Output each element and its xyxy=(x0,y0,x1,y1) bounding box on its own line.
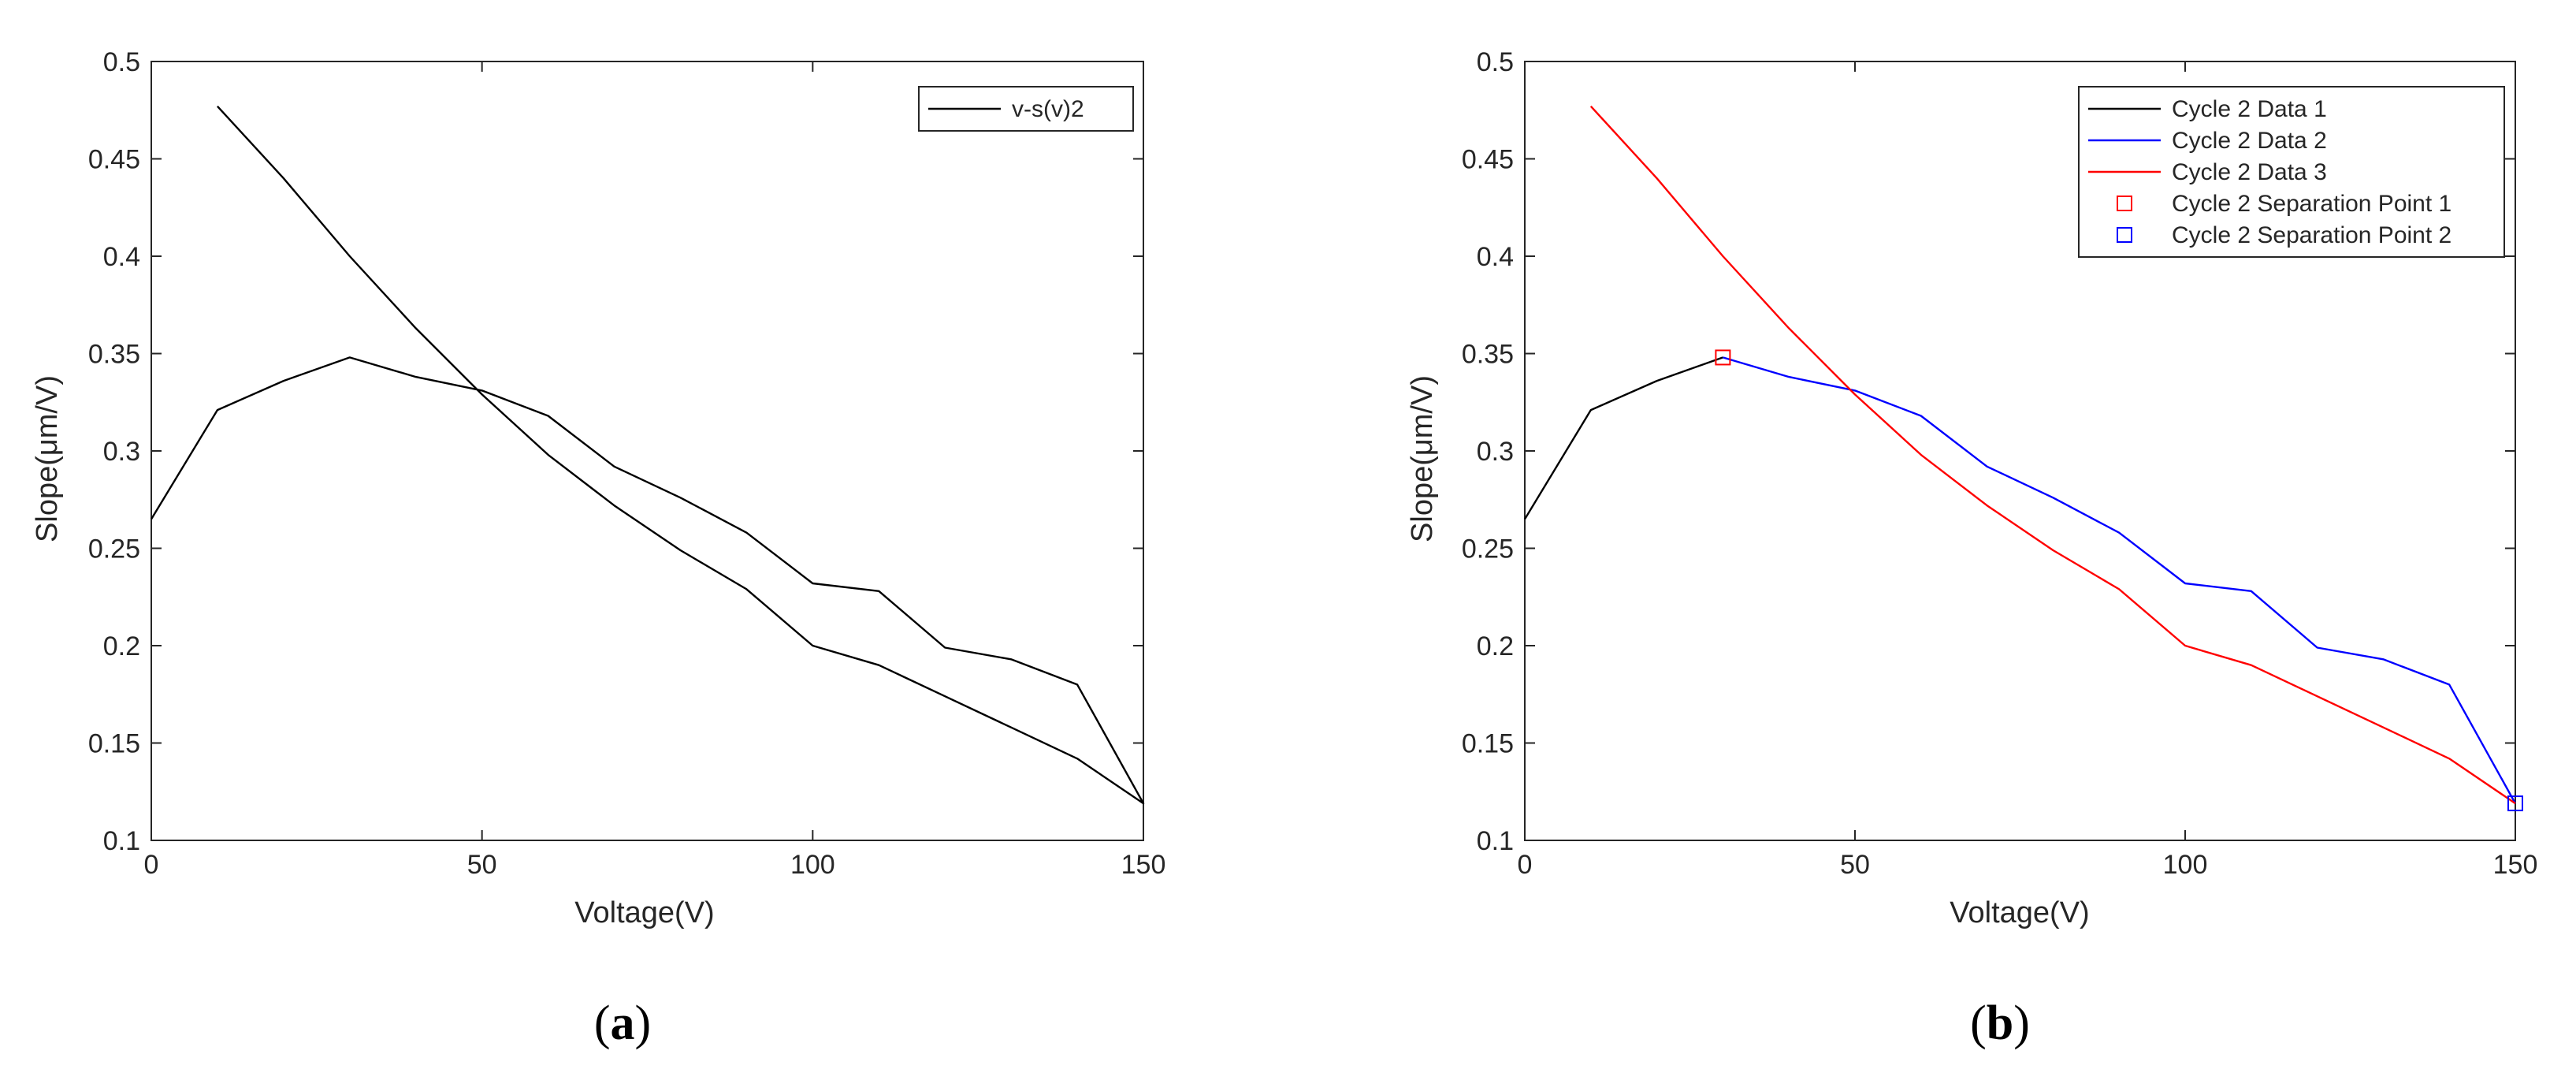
legend-label: v-s(v)2 xyxy=(1012,96,1084,122)
legend: v-s(v)2 xyxy=(918,86,1134,132)
plot-frame xyxy=(151,61,1144,841)
series-line xyxy=(1523,356,1723,520)
legend-label: Cycle 2 Separation Point 1 xyxy=(2172,191,2451,217)
y-tick-label: 0.5 xyxy=(103,47,140,77)
y-tick-label: 0.3 xyxy=(103,437,140,467)
legend: Cycle 2 Data 1 Cycle 2 Data 2 Cycle 2 Data… xyxy=(2078,86,2505,258)
y-tick-label: 0.1 xyxy=(103,826,140,856)
panel-label-close: ) xyxy=(635,996,652,1050)
y-tick-label: 0.3 xyxy=(1477,437,1514,467)
series-line xyxy=(1589,105,2516,805)
panel-label-letter: b xyxy=(1987,996,2013,1050)
separation-point-marker xyxy=(1715,349,1731,366)
x-tick-label: 100 xyxy=(790,850,835,880)
y-tick-label: 0.25 xyxy=(88,534,140,564)
panel-label-letter: a xyxy=(611,996,635,1050)
y-tick-label: 0.35 xyxy=(1462,340,1514,370)
legend-label: Cycle 2 Data 1 xyxy=(2172,96,2327,122)
plot-area: 0 50 100 150 0.1 0.15 0.2 0.25 0.3 0.35 0.4 0.45 0.5 xyxy=(88,47,1166,880)
x-tick-label: 100 xyxy=(2163,850,2208,880)
panel-label-open: ( xyxy=(594,996,611,1050)
y-tick-label: 0.4 xyxy=(103,242,140,272)
x-tick-label: 150 xyxy=(2493,850,2538,880)
x-axis-label: Voltage(V) xyxy=(1950,896,2089,929)
series-line xyxy=(1723,356,2517,804)
legend-label: Cycle 2 Data 3 xyxy=(2172,159,2327,185)
y-tick-label: 0.35 xyxy=(88,340,140,370)
chart-panel-a: 0 50 100 150 0.1 0.15 0.2 0.25 0.3 0.35 0.4 0.45 0.5… xyxy=(31,47,1165,1050)
y-axis-label: Slope(μm/V) xyxy=(31,375,64,542)
y-tick-label: 0.2 xyxy=(103,631,140,661)
series-line xyxy=(150,105,1145,805)
chart-panel-b: 0 50 100 150 0.1 0.15 0.2 0.25 0.3 0.35 0.4 0.45 0.5… xyxy=(1406,47,2537,1050)
y-tick-label: 0.1 xyxy=(1477,826,1514,856)
y-tick-label: 0.2 xyxy=(1477,631,1514,661)
y-tick-label: 0.45 xyxy=(1462,145,1514,175)
x-tick-label: 0 xyxy=(1518,850,1533,880)
y-tick-label: 0.15 xyxy=(88,729,140,759)
y-tick-label: 0.45 xyxy=(88,145,140,175)
y-tick-label: 0.5 xyxy=(1477,47,1514,77)
y-tick-label: 0.25 xyxy=(1462,534,1514,564)
panel-label-open: ( xyxy=(1970,996,1987,1050)
y-axis-label: Slope(μm/V) xyxy=(1406,375,1439,542)
panel-label-close: ) xyxy=(2013,996,2030,1050)
legend-label: Cycle 2 Data 2 xyxy=(2172,128,2327,154)
x-tick-label: 50 xyxy=(467,850,497,880)
y-tick-label: 0.15 xyxy=(1462,729,1514,759)
x-tick-label: 0 xyxy=(144,850,159,880)
y-tick-label: 0.4 xyxy=(1477,242,1514,272)
legend-label: Cycle 2 Separation Point 2 xyxy=(2172,222,2451,248)
legend-marker xyxy=(2117,227,2132,243)
panel-label: (b) xyxy=(1970,996,2030,1050)
panel-label: (a) xyxy=(594,996,651,1050)
x-tick-label: 50 xyxy=(1840,850,1870,880)
legend-marker xyxy=(2117,196,2132,211)
x-tick-label: 150 xyxy=(1121,850,1166,880)
x-axis-label: Voltage(V) xyxy=(574,896,714,929)
separation-point-marker xyxy=(2507,795,2523,812)
